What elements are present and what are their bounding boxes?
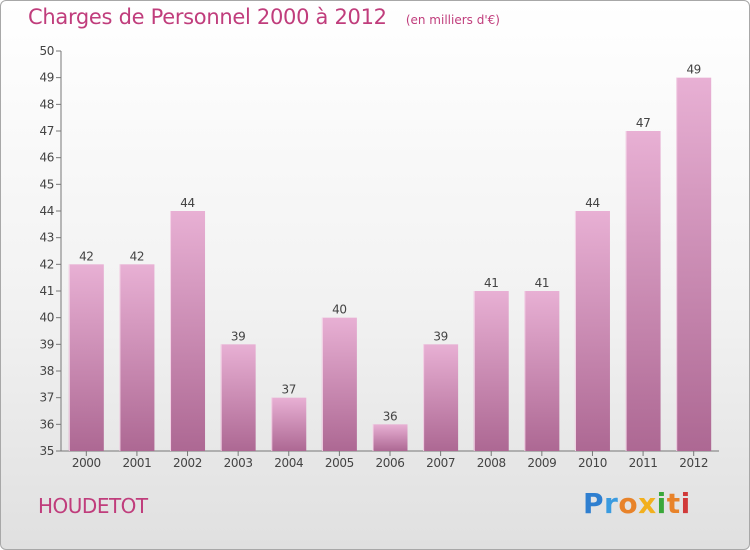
- x-tick-label: 2001: [122, 456, 151, 470]
- brand-logo: Proxiti: [583, 487, 691, 520]
- brand-letter: P: [583, 487, 605, 520]
- y-tick-label: 44: [40, 204, 54, 218]
- x-tick-label: 2003: [224, 456, 253, 470]
- bar: [220, 344, 256, 451]
- unit-label: (en milliers d'€): [405, 13, 500, 27]
- x-tick-label: 2011: [629, 456, 658, 470]
- x-tick-label: 2010: [578, 456, 607, 470]
- y-tick-label: 41: [40, 284, 54, 298]
- y-tick-label: 47: [40, 124, 54, 138]
- bar: [170, 211, 206, 451]
- bar: [524, 291, 560, 451]
- y-tick-label: 40: [40, 311, 54, 325]
- bar: [423, 344, 459, 451]
- title-row: Charges de Personnel 2000 à 2012 (en mil…: [28, 5, 500, 29]
- y-tick-label: 37: [40, 391, 54, 405]
- bar: [625, 131, 661, 451]
- y-tick-label: 46: [40, 151, 54, 165]
- x-tick-label: 2009: [527, 456, 556, 470]
- x-tick-label: 2005: [325, 456, 354, 470]
- y-tick-label: 45: [40, 177, 54, 191]
- x-tick-label: 2002: [173, 456, 202, 470]
- y-tick-label: 42: [40, 257, 54, 271]
- data-label: 39: [231, 329, 245, 343]
- y-tick-label: 36: [40, 417, 54, 431]
- bar: [676, 77, 712, 452]
- y-tick-label: 35: [40, 444, 54, 458]
- bar: [321, 317, 357, 451]
- data-label: 41: [484, 276, 498, 290]
- data-label: 44: [180, 196, 194, 210]
- x-tick-label: 2006: [376, 456, 405, 470]
- data-label: 40: [332, 303, 346, 317]
- bar: [574, 211, 610, 451]
- x-tick-label: 2004: [274, 456, 303, 470]
- y-tick-label: 49: [40, 71, 54, 85]
- x-tick-label: 2008: [477, 456, 506, 470]
- y-tick-label: 50: [40, 44, 54, 58]
- brand-letter: x: [638, 487, 657, 520]
- x-tick-label: 2007: [426, 456, 455, 470]
- y-tick-label: 39: [40, 337, 54, 351]
- brand-letter: i: [656, 487, 667, 520]
- data-label: 39: [433, 329, 447, 343]
- data-label: 36: [383, 409, 397, 423]
- brand-letter: o: [618, 487, 639, 520]
- x-tick-label: 2012: [679, 456, 708, 470]
- bar: [271, 397, 307, 451]
- y-tick-label: 48: [40, 97, 54, 111]
- brand-letter: r: [604, 487, 619, 520]
- bar: [68, 264, 104, 451]
- data-label: 42: [79, 249, 93, 263]
- data-label: 47: [636, 116, 650, 130]
- x-tick-label: 2000: [72, 456, 101, 470]
- brand-letter: t: [666, 487, 681, 520]
- data-label: 41: [535, 276, 549, 290]
- data-label: 37: [282, 383, 296, 397]
- bar: [473, 291, 509, 451]
- data-label: 42: [130, 249, 144, 263]
- bar: [119, 264, 155, 451]
- y-tick-label: 43: [40, 231, 54, 245]
- data-label: 49: [686, 63, 700, 77]
- brand-letter: i: [680, 487, 691, 520]
- chart-title: Charges de Personnel 2000 à 2012: [28, 5, 387, 29]
- data-label: 44: [585, 196, 599, 210]
- y-tick-label: 38: [40, 364, 54, 378]
- bar: [372, 424, 408, 451]
- commune-name: HOUDETOT: [38, 494, 148, 518]
